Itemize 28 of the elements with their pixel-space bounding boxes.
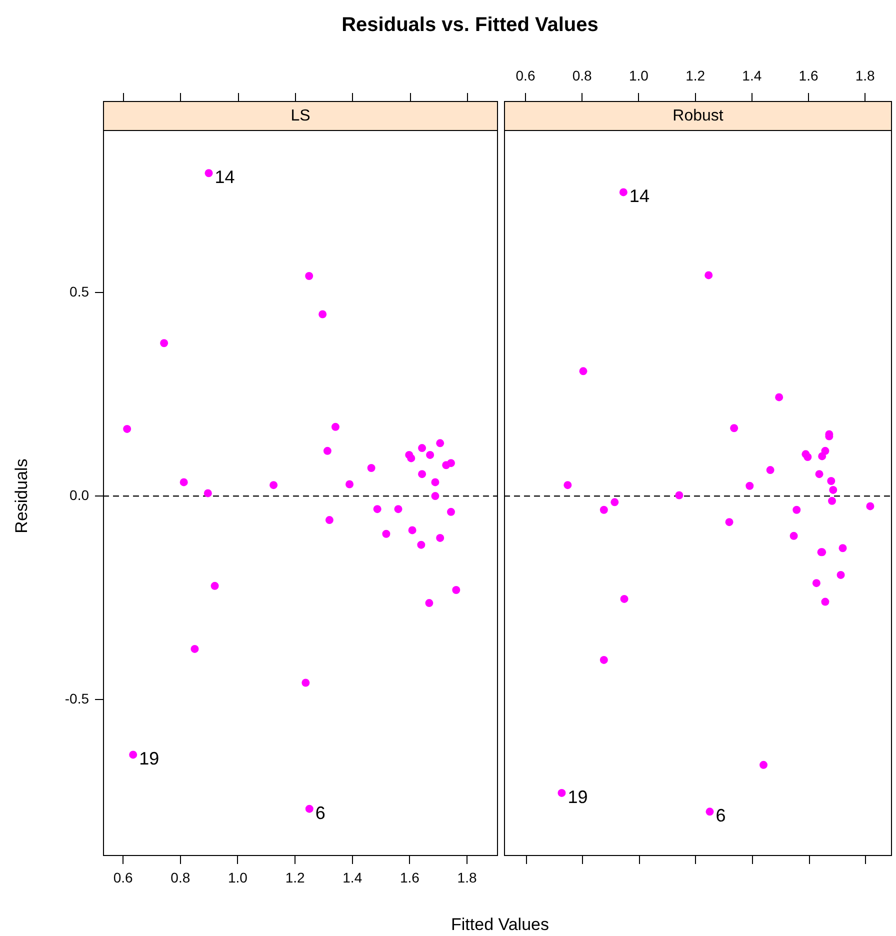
annotation: 6 — [315, 802, 326, 823]
x-tick-label: 1.4 — [342, 869, 362, 886]
chart-title: Residuals vs. Fitted Values — [340, 14, 600, 37]
x-tick-label: 0.6 — [516, 67, 536, 84]
x-axis-title: Fitted Values — [450, 915, 550, 935]
y-tick-label: 0.0 — [70, 486, 90, 503]
x-tick-label: 1.6 — [798, 67, 818, 84]
y-axis-title: Residuals — [12, 458, 32, 534]
annotation: 14 — [629, 186, 650, 206]
y-tick-label: -0.5 — [64, 690, 90, 706]
x-tick-label: 0.8 — [572, 67, 592, 84]
chart-subtitle: Robust — [672, 107, 724, 124]
x-tick-label: 1.8 — [457, 869, 477, 886]
annotation: 19 — [568, 786, 588, 807]
x-tick-label: 0.6 — [113, 869, 134, 886]
x-tick-label: 1.2 — [686, 67, 706, 84]
annotation: 14 — [214, 167, 235, 188]
x-tick-label: 1.8 — [855, 67, 876, 84]
x-tick-label: 1.0 — [228, 869, 248, 886]
x-tick-label: 1.6 — [400, 869, 420, 886]
x-tick-label: 0.8 — [170, 869, 190, 886]
annotation: 6 — [716, 806, 726, 826]
x-tick-label: 1.2 — [285, 869, 305, 886]
x-tick-label: 1.4 — [742, 67, 762, 84]
y-tick-label: 0.5 — [70, 284, 90, 300]
x-tick-label: 1.0 — [628, 67, 649, 84]
annotation: 19 — [139, 748, 160, 769]
chart-subtitle: LS — [290, 107, 310, 124]
